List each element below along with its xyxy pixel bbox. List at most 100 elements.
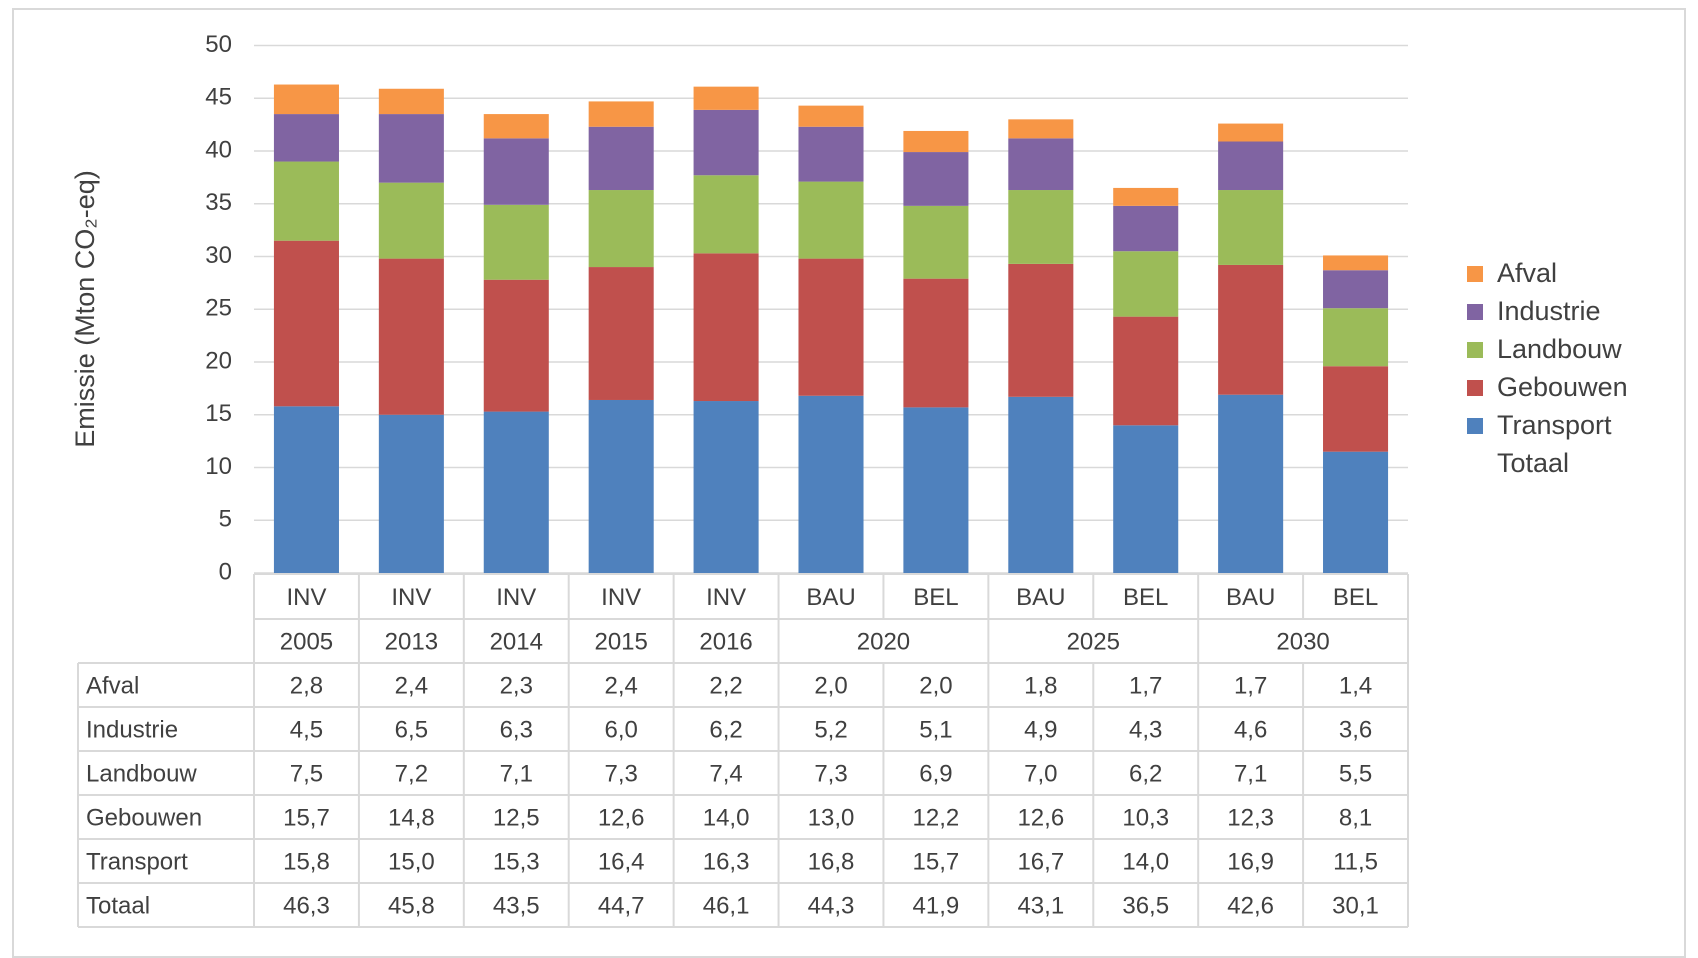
table-cell: 1,7 bbox=[1129, 672, 1162, 699]
table-cell: 45,8 bbox=[388, 892, 435, 919]
table-cell: 4,6 bbox=[1234, 716, 1267, 743]
table-cell: 12,6 bbox=[598, 804, 645, 831]
table-cell: 43,1 bbox=[1017, 892, 1064, 919]
table-cell: 44,7 bbox=[598, 892, 645, 919]
table-cell: 7,3 bbox=[814, 760, 847, 787]
bar-segment bbox=[798, 258, 864, 396]
table-cell: 46,1 bbox=[703, 892, 750, 919]
bar-segment bbox=[273, 240, 339, 407]
table-cell: 13,0 bbox=[808, 804, 855, 831]
table-cell: 11,5 bbox=[1333, 848, 1378, 875]
bar-segment bbox=[588, 190, 654, 268]
table-cell: 15,8 bbox=[283, 848, 330, 875]
legend-label: Afval bbox=[1497, 258, 1557, 288]
bar-segment bbox=[483, 411, 549, 573]
table-cell: 7,0 bbox=[1024, 760, 1057, 787]
bar-segment bbox=[1323, 308, 1389, 367]
table-row-label: Totaal bbox=[86, 892, 150, 919]
bar-segment bbox=[1008, 396, 1074, 573]
table-cell: 2,0 bbox=[814, 672, 847, 699]
bar-segment bbox=[378, 258, 444, 415]
bar-segment bbox=[378, 114, 444, 183]
bar-segment bbox=[1008, 138, 1074, 191]
x-tick-label: BEL bbox=[1333, 584, 1378, 611]
table-cell: 12,3 bbox=[1227, 804, 1274, 831]
bar-segment bbox=[1008, 263, 1074, 397]
bar-segment bbox=[693, 401, 759, 573]
table-cell: 4,3 bbox=[1129, 716, 1162, 743]
bar-segment bbox=[798, 181, 864, 259]
table-cell: 7,3 bbox=[604, 760, 637, 787]
table-cell: 7,5 bbox=[290, 760, 323, 787]
y-tick-label: 40 bbox=[205, 136, 232, 163]
bar-segment bbox=[1323, 366, 1389, 452]
table-cell: 36,5 bbox=[1122, 892, 1169, 919]
bar-segment bbox=[483, 279, 549, 412]
table-cell: 15,0 bbox=[388, 848, 435, 875]
x-group-label: 2015 bbox=[594, 628, 647, 655]
x-group-label: 2014 bbox=[490, 628, 543, 655]
bar-segment bbox=[273, 114, 339, 162]
bar-segment bbox=[693, 175, 759, 254]
table-cell: 16,3 bbox=[703, 848, 750, 875]
x-tick-label: BAU bbox=[806, 584, 855, 611]
bar-segment bbox=[588, 126, 654, 191]
table-cell: 44,3 bbox=[808, 892, 855, 919]
y-tick-label: 50 bbox=[205, 31, 232, 58]
y-tick-label: 35 bbox=[205, 189, 232, 216]
x-group-label: 2016 bbox=[699, 628, 752, 655]
bar-segment bbox=[903, 152, 969, 206]
x-tick-label: BAU bbox=[1226, 584, 1275, 611]
table-cell: 30,1 bbox=[1332, 892, 1379, 919]
table-cell: 10,3 bbox=[1122, 804, 1169, 831]
bar-segment bbox=[1113, 425, 1179, 573]
table-cell: 7,4 bbox=[709, 760, 742, 787]
table-cell: 6,0 bbox=[604, 716, 637, 743]
table-cell: 12,6 bbox=[1017, 804, 1064, 831]
y-axis-label: Emissie (Mton CO₂-eq) bbox=[70, 170, 100, 448]
bar-segment bbox=[483, 204, 549, 280]
table-cell: 16,9 bbox=[1227, 848, 1274, 875]
table-cell: 16,7 bbox=[1017, 848, 1064, 875]
table-cell: 42,6 bbox=[1227, 892, 1274, 919]
x-tick-label: BEL bbox=[1123, 584, 1168, 611]
bar-segment bbox=[1113, 205, 1179, 252]
table-cell: 14,8 bbox=[388, 804, 435, 831]
x-tick-label: INV bbox=[391, 584, 431, 611]
bar-segment bbox=[1323, 451, 1389, 573]
table-cell: 7,1 bbox=[1234, 760, 1267, 787]
table-cell: 2,2 bbox=[709, 672, 742, 699]
y-tick-label: 20 bbox=[205, 347, 232, 374]
legend-swatch bbox=[1467, 418, 1483, 434]
x-tick-label: INV bbox=[286, 584, 326, 611]
table-cell: 6,2 bbox=[709, 716, 742, 743]
legend-swatch bbox=[1467, 304, 1483, 320]
table-cell: 1,4 bbox=[1339, 672, 1372, 699]
table-cell: 6,2 bbox=[1129, 760, 1162, 787]
table-cell: 1,7 bbox=[1234, 672, 1267, 699]
table-cell: 15,7 bbox=[913, 848, 960, 875]
x-tick-label: INV bbox=[496, 584, 536, 611]
table-cell: 5,1 bbox=[919, 716, 952, 743]
table-cell: 6,3 bbox=[500, 716, 533, 743]
bar-segment bbox=[1218, 394, 1284, 573]
table-cell: 12,5 bbox=[493, 804, 540, 831]
bar-segment bbox=[273, 406, 339, 573]
bar-segment bbox=[273, 161, 339, 241]
bar-segment bbox=[693, 109, 759, 176]
bar-segment bbox=[1323, 270, 1389, 309]
bar-segment bbox=[1218, 123, 1284, 142]
bar-segment bbox=[378, 88, 444, 115]
table-cell: 5,2 bbox=[814, 716, 847, 743]
legend-label: Gebouwen bbox=[1497, 372, 1628, 402]
table-cell: 7,1 bbox=[500, 760, 533, 787]
table-row-label: Landbouw bbox=[86, 760, 197, 787]
bar-segment bbox=[693, 253, 759, 402]
table-cell: 6,9 bbox=[919, 760, 952, 787]
x-group-label: 2025 bbox=[1067, 628, 1120, 655]
table-cell: 7,2 bbox=[395, 760, 428, 787]
bar-segment bbox=[1218, 264, 1284, 395]
bar-segment bbox=[588, 101, 654, 127]
y-tick-label: 30 bbox=[205, 242, 232, 269]
